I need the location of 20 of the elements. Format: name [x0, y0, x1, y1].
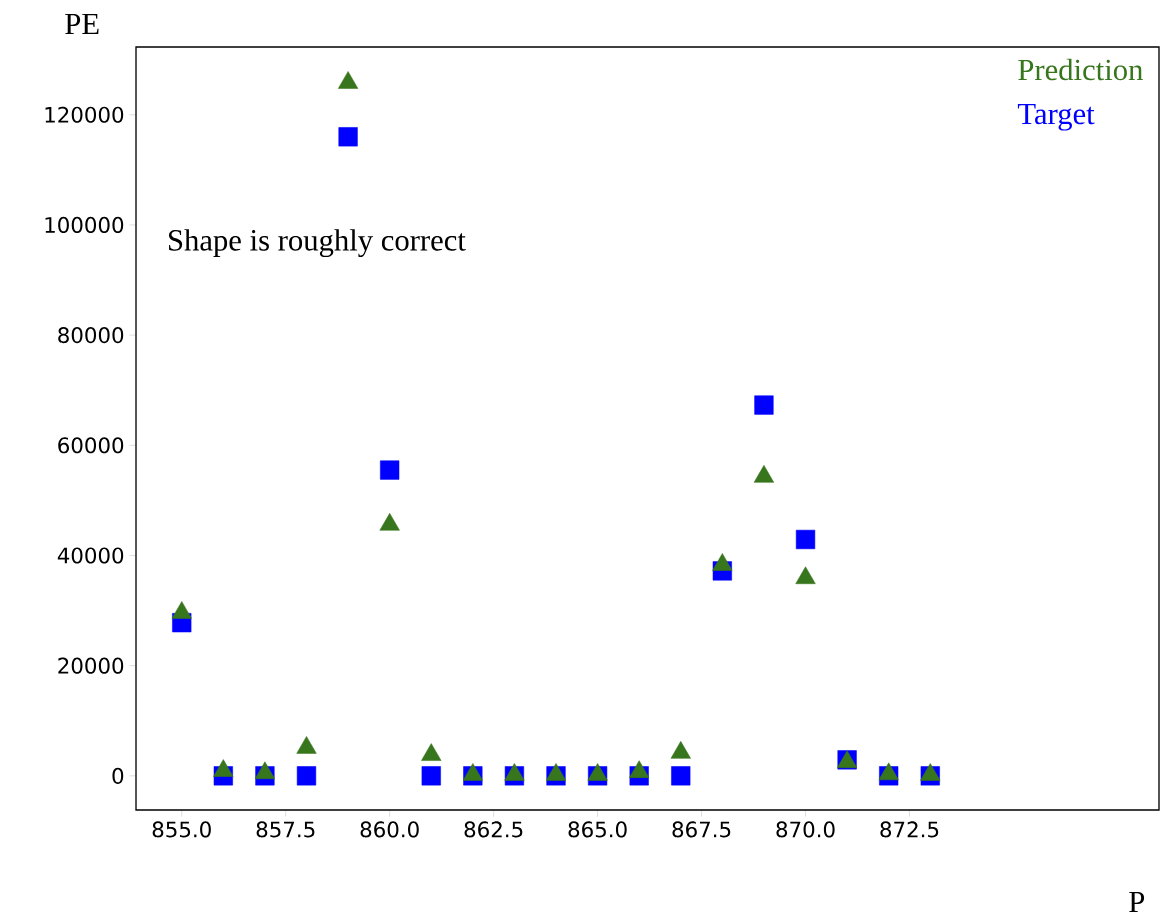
text: Prediction	[1018, 58, 1143, 81]
y-tick-label: 120000	[45, 106, 124, 123]
x-tick-label: 857.5	[256, 821, 315, 838]
y-tick-label: 100000	[45, 216, 124, 233]
x-tick-label: 862.5	[464, 821, 523, 838]
x-axis-title: P	[1129, 891, 1145, 912]
x-tick-label: 860.0	[360, 821, 419, 838]
y-tick-label: 40000	[57, 547, 124, 564]
x-tick-label: 870.0	[776, 821, 835, 838]
y-axis-title: PE	[65, 13, 99, 34]
annotation: Shape is roughly correct	[169, 229, 466, 258]
text: Target	[1017, 103, 1095, 131]
x-tick-label: 867.5	[672, 821, 731, 838]
y-tick-label: 20000	[58, 657, 124, 674]
y-tick-label: 80000	[58, 327, 124, 344]
y-tick-label: 0	[112, 767, 124, 784]
x-tick-label: 865.0	[568, 821, 627, 838]
y-tick-label: 60000	[58, 437, 124, 454]
x-tick-label: 855.0	[152, 821, 211, 838]
x-tick-label: 872.5	[880, 821, 939, 838]
